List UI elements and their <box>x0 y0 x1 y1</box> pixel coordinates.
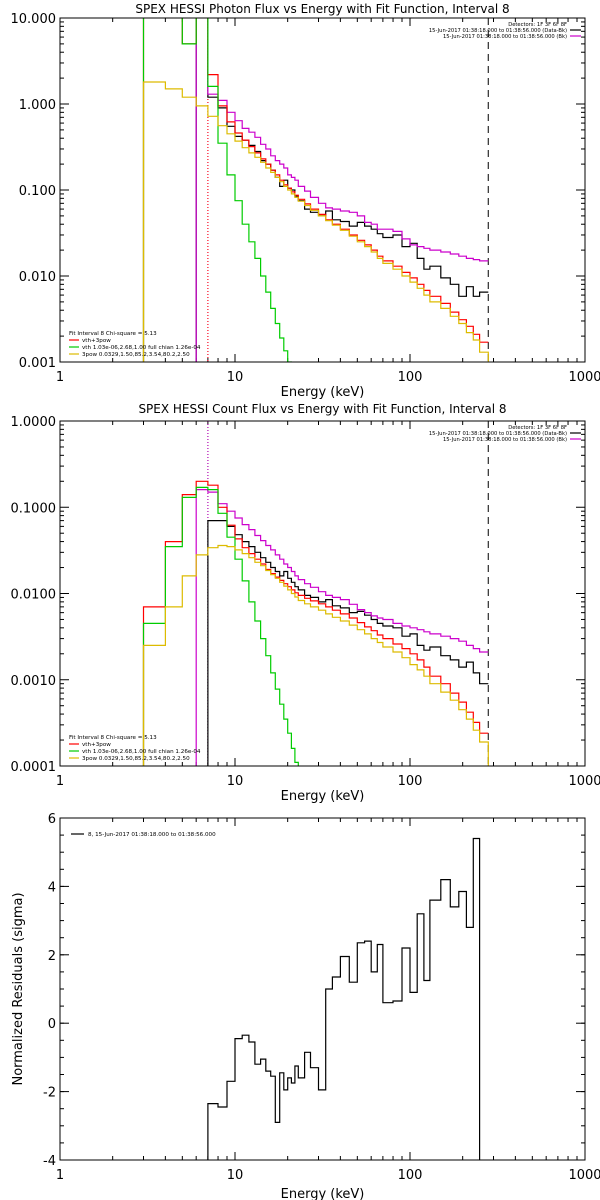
x-tick-label: 100 <box>398 370 423 385</box>
series-line-3pow <box>142 81 489 362</box>
x-tick-label: 10 <box>227 1168 244 1183</box>
plot-frame <box>59 817 586 1161</box>
y-tick-label: 0.100 <box>19 184 56 199</box>
info-text: Detectors: 1F 3F 6F 8F <box>508 425 567 431</box>
y-tick-label: 1.000 <box>19 98 56 113</box>
x-axis-label: Energy (keV) <box>281 1187 365 1200</box>
series-line-vth <box>142 18 296 362</box>
y-tick-label: 6 <box>48 812 56 827</box>
y-tick-label: 0.001 <box>19 356 56 371</box>
chart-title: SPEX HESSI Count Flux vs Energy with Fit… <box>138 402 506 416</box>
info-text: 15-Jun-2017 01:38:18.000 to 01:38:56.000… <box>429 431 567 437</box>
chart-panel-3: Energy (keV) Normalized Residuals (sigma)… <box>11 812 600 1200</box>
info-text: 15-Jun-2017 01:38:18.000 to 01:38:56.000… <box>443 437 567 443</box>
series-line-bk <box>195 18 489 362</box>
x-axis-label: Energy (keV) <box>281 789 365 804</box>
series-line-data-bk <box>195 18 489 362</box>
info-text: 15-Jun-2017 01:38:18.000 to 01:38:56.000… <box>443 34 567 40</box>
y-tick-label: 0.0001 <box>11 760 57 775</box>
y-tick-label: 0 <box>48 1017 56 1032</box>
y-tick-label: -2 <box>43 1086 56 1101</box>
x-tick-label: 100 <box>398 774 423 789</box>
fit-info-text: Fit Interval 8 Chi-square = 5.13 <box>69 331 157 337</box>
y-tick-label: -4 <box>43 1154 56 1169</box>
fit-info-text: 3pow 0.0329,1.50,85.2,3.54,80.2,2.50 <box>82 756 190 762</box>
series-line-3pow <box>142 544 489 766</box>
y-tick-label: 4 <box>48 880 56 895</box>
plot-frame <box>59 420 586 767</box>
y-tick-label: 0.1000 <box>11 501 57 516</box>
x-tick-label: 1 <box>56 370 64 385</box>
y-tick-label: 2 <box>48 949 56 964</box>
legend-text: 8, 15-Jun-2017 01:38:18.000 to 01:38:56.… <box>88 832 216 838</box>
y-tick-label: 0.0010 <box>11 674 57 689</box>
info-text: 15-Jun-2017 01:38:18.000 to 01:38:56.000… <box>429 28 567 34</box>
fit-info-text: vth 1.03e-06,2.68,1.00 full chian 1.26e-… <box>82 345 201 351</box>
y-tick-label: 10.000 <box>11 12 57 27</box>
y-tick-label: 1.0000 <box>11 415 57 430</box>
series-line-bk <box>195 489 489 766</box>
x-tick-label: 10 <box>227 774 244 789</box>
x-tick-label: 10 <box>227 370 244 385</box>
plot-area <box>207 837 481 1160</box>
fit-info-text: vth 1.03e-06,2.68,1.00 full chian 1.26e-… <box>82 749 201 755</box>
plot-area <box>142 18 489 362</box>
series-line-data-bk <box>207 520 489 766</box>
fit-info-text: 3pow 0.0329,1.50,85.2,3.54,80.2,2.50 <box>82 352 190 358</box>
series-line-8 <box>207 837 481 1160</box>
x-tick-label: 1000 <box>568 370 600 385</box>
chart-title: SPEX HESSI Photon Flux vs Energy with Fi… <box>135 2 509 16</box>
y-tick-label: 0.010 <box>19 270 56 285</box>
x-tick-label: 1000 <box>568 1168 600 1183</box>
fit-info-text: vth+3pow <box>82 338 111 344</box>
chart-panel-2: SPEX HESSI Count Flux vs Energy with Fit… <box>11 402 600 804</box>
series-line-vth-3pow <box>142 480 489 766</box>
series-line-vth <box>142 486 299 766</box>
y-axis-label: Normalized Residuals (sigma) <box>11 892 26 1085</box>
y-tick-label: 0.0100 <box>11 588 57 603</box>
info-text: Detectors: 1F 3F 6F 8F <box>508 22 567 28</box>
x-tick-label: 1 <box>56 774 64 789</box>
x-tick-label: 1000 <box>568 774 600 789</box>
chart-panel-1: SPEX HESSI Photon Flux vs Energy with Fi… <box>11 2 600 400</box>
plot-frame <box>59 17 586 363</box>
plot-area <box>142 421 489 766</box>
x-tick-label: 1 <box>56 1168 64 1183</box>
series-line-vth-3pow <box>142 18 489 362</box>
x-axis-label: Energy (keV) <box>281 385 365 400</box>
fit-info-text: vth+3pow <box>82 742 111 748</box>
x-tick-label: 100 <box>398 1168 423 1183</box>
fit-info-text: Fit Interval 8 Chi-square = 5.13 <box>69 735 157 741</box>
